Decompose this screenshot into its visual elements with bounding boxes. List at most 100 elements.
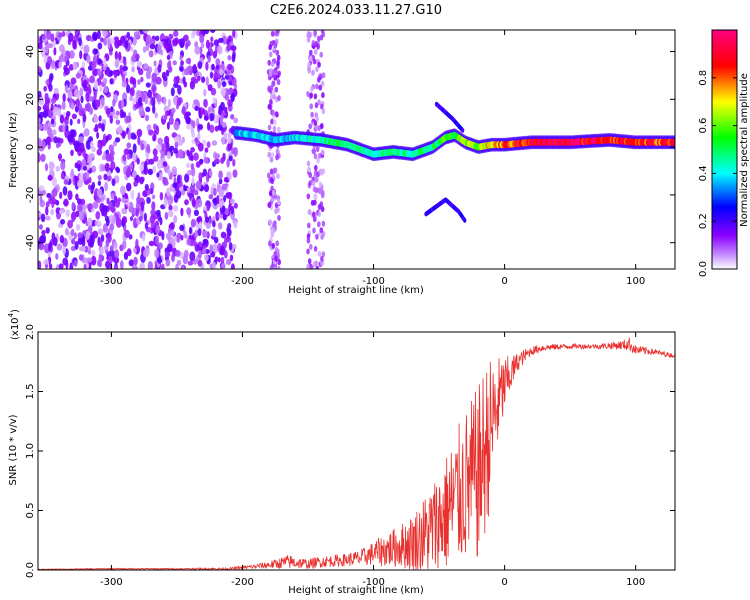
- heatmap-cell: [209, 244, 213, 254]
- heatmap-cell: [311, 40, 316, 46]
- heatmap-cell: [62, 246, 66, 255]
- heatmap-cell: [109, 245, 114, 252]
- heatmap-cell: [180, 235, 184, 241]
- heatmap-cell: [143, 212, 147, 222]
- heatmap-cell: [145, 44, 150, 52]
- y-tick-label: -40: [25, 235, 36, 251]
- heatmap-cell: [99, 84, 103, 92]
- heatmap-cell: [71, 201, 75, 211]
- heatmap-cell: [306, 263, 310, 269]
- heatmap-cell: [155, 209, 161, 216]
- heatmap-cell: [115, 119, 121, 125]
- heatmap-cell: [77, 232, 83, 239]
- heatmap-cell: [124, 40, 129, 49]
- heatmap-cell: [232, 30, 236, 38]
- heatmap-cell: [99, 240, 103, 248]
- heatmap-cell: [272, 221, 277, 228]
- heatmap-cell: [131, 265, 138, 269]
- heatmap-cell: [223, 250, 228, 259]
- heatmap-cell: [67, 90, 73, 99]
- heatmap-cell: [88, 96, 95, 102]
- heatmap-cell: [73, 260, 78, 267]
- heatmap-cell: [100, 234, 105, 242]
- heatmap-cell: [114, 50, 119, 60]
- heatmap-cell: [313, 199, 317, 206]
- heatmap-cell: [207, 84, 213, 92]
- heatmap-cell: [317, 250, 322, 257]
- heatmap-cell: [58, 61, 62, 69]
- heatmap-cell: [114, 39, 120, 49]
- heatmap-cell: [129, 87, 135, 97]
- heatmap-cell: [53, 87, 59, 95]
- heatmap-cell: [149, 215, 156, 224]
- heatmap-cell: [309, 103, 314, 110]
- heatmap-cell: [314, 124, 319, 131]
- heatmap-cell: [121, 208, 126, 214]
- heatmap-cell: [169, 229, 175, 237]
- heatmap-cell: [198, 221, 202, 230]
- heatmap-cell: [52, 106, 59, 116]
- heatmap-cell: [202, 248, 207, 254]
- heatmap-cell: [156, 94, 162, 103]
- heatmap-cell: [186, 207, 192, 216]
- heatmap-cell: [272, 167, 277, 174]
- heatmap-cell: [210, 186, 214, 197]
- heatmap-cell: [320, 260, 324, 267]
- heatmap-cell: [163, 180, 169, 186]
- heatmap-cell: [167, 168, 171, 176]
- heatmap-cell: [145, 82, 151, 88]
- spectrogram-x-label: Height of straight line (km): [288, 285, 424, 296]
- heatmap-cell: [160, 263, 165, 269]
- heatmap-cell: [168, 66, 173, 73]
- heatmap-cell: [129, 95, 133, 102]
- heatmap-cell: [38, 117, 41, 124]
- heatmap-cell: [270, 152, 275, 159]
- heatmap-cell: [203, 115, 209, 121]
- heatmap-cell: [133, 180, 138, 187]
- heatmap-cell: [147, 261, 153, 269]
- heatmap-cell: [153, 60, 157, 67]
- heatmap-cell: [306, 248, 310, 255]
- heatmap-cell: [172, 60, 177, 66]
- heatmap-cell: [48, 74, 53, 84]
- heatmap-cell: [116, 167, 121, 174]
- heatmap-cell: [321, 220, 326, 227]
- heatmap-cell: [220, 101, 225, 111]
- heatmap-cell: [77, 118, 81, 125]
- heatmap-cell: [82, 165, 88, 171]
- y-tick-label: 1.0: [25, 443, 36, 459]
- heatmap-cell: [185, 116, 191, 125]
- colorbar-gradient: [711, 29, 738, 270]
- heatmap-cell: [313, 30, 317, 36]
- heatmap-cell: [119, 64, 123, 75]
- heatmap-cell: [228, 241, 233, 251]
- heatmap-cell: [221, 81, 227, 87]
- heatmap-cell: [107, 174, 112, 182]
- heatmap-cell: [175, 263, 179, 269]
- heatmap-cell: [270, 231, 275, 238]
- heatmap-cell: [112, 98, 116, 107]
- x-tick-label: 100: [626, 276, 645, 287]
- heatmap-cell: [233, 146, 238, 157]
- heatmap-cell: [67, 134, 74, 143]
- heatmap-cell: [110, 106, 114, 113]
- heatmap-cell: [132, 97, 136, 107]
- heatmap-cell: [155, 235, 159, 245]
- heatmap-cell: [167, 243, 173, 252]
- heatmap-cell: [219, 245, 226, 256]
- heatmap-cell: [41, 140, 46, 150]
- heatmap-cell: [51, 177, 57, 187]
- heatmap-cell: [100, 37, 104, 43]
- heatmap-cell: [118, 51, 122, 61]
- heatmap-cell: [62, 93, 66, 102]
- heatmap-cell: [214, 125, 219, 132]
- heatmap-cell: [314, 102, 319, 109]
- heatmap-cell: [74, 162, 79, 169]
- heatmap-cell: [70, 228, 75, 237]
- heatmap-cell: [116, 110, 120, 116]
- heatmap-cell: [203, 88, 207, 97]
- heatmap-cell: [103, 57, 107, 67]
- heatmap-cell: [167, 98, 171, 109]
- heatmap-cell: [188, 151, 193, 161]
- heatmap-cell: [210, 87, 217, 96]
